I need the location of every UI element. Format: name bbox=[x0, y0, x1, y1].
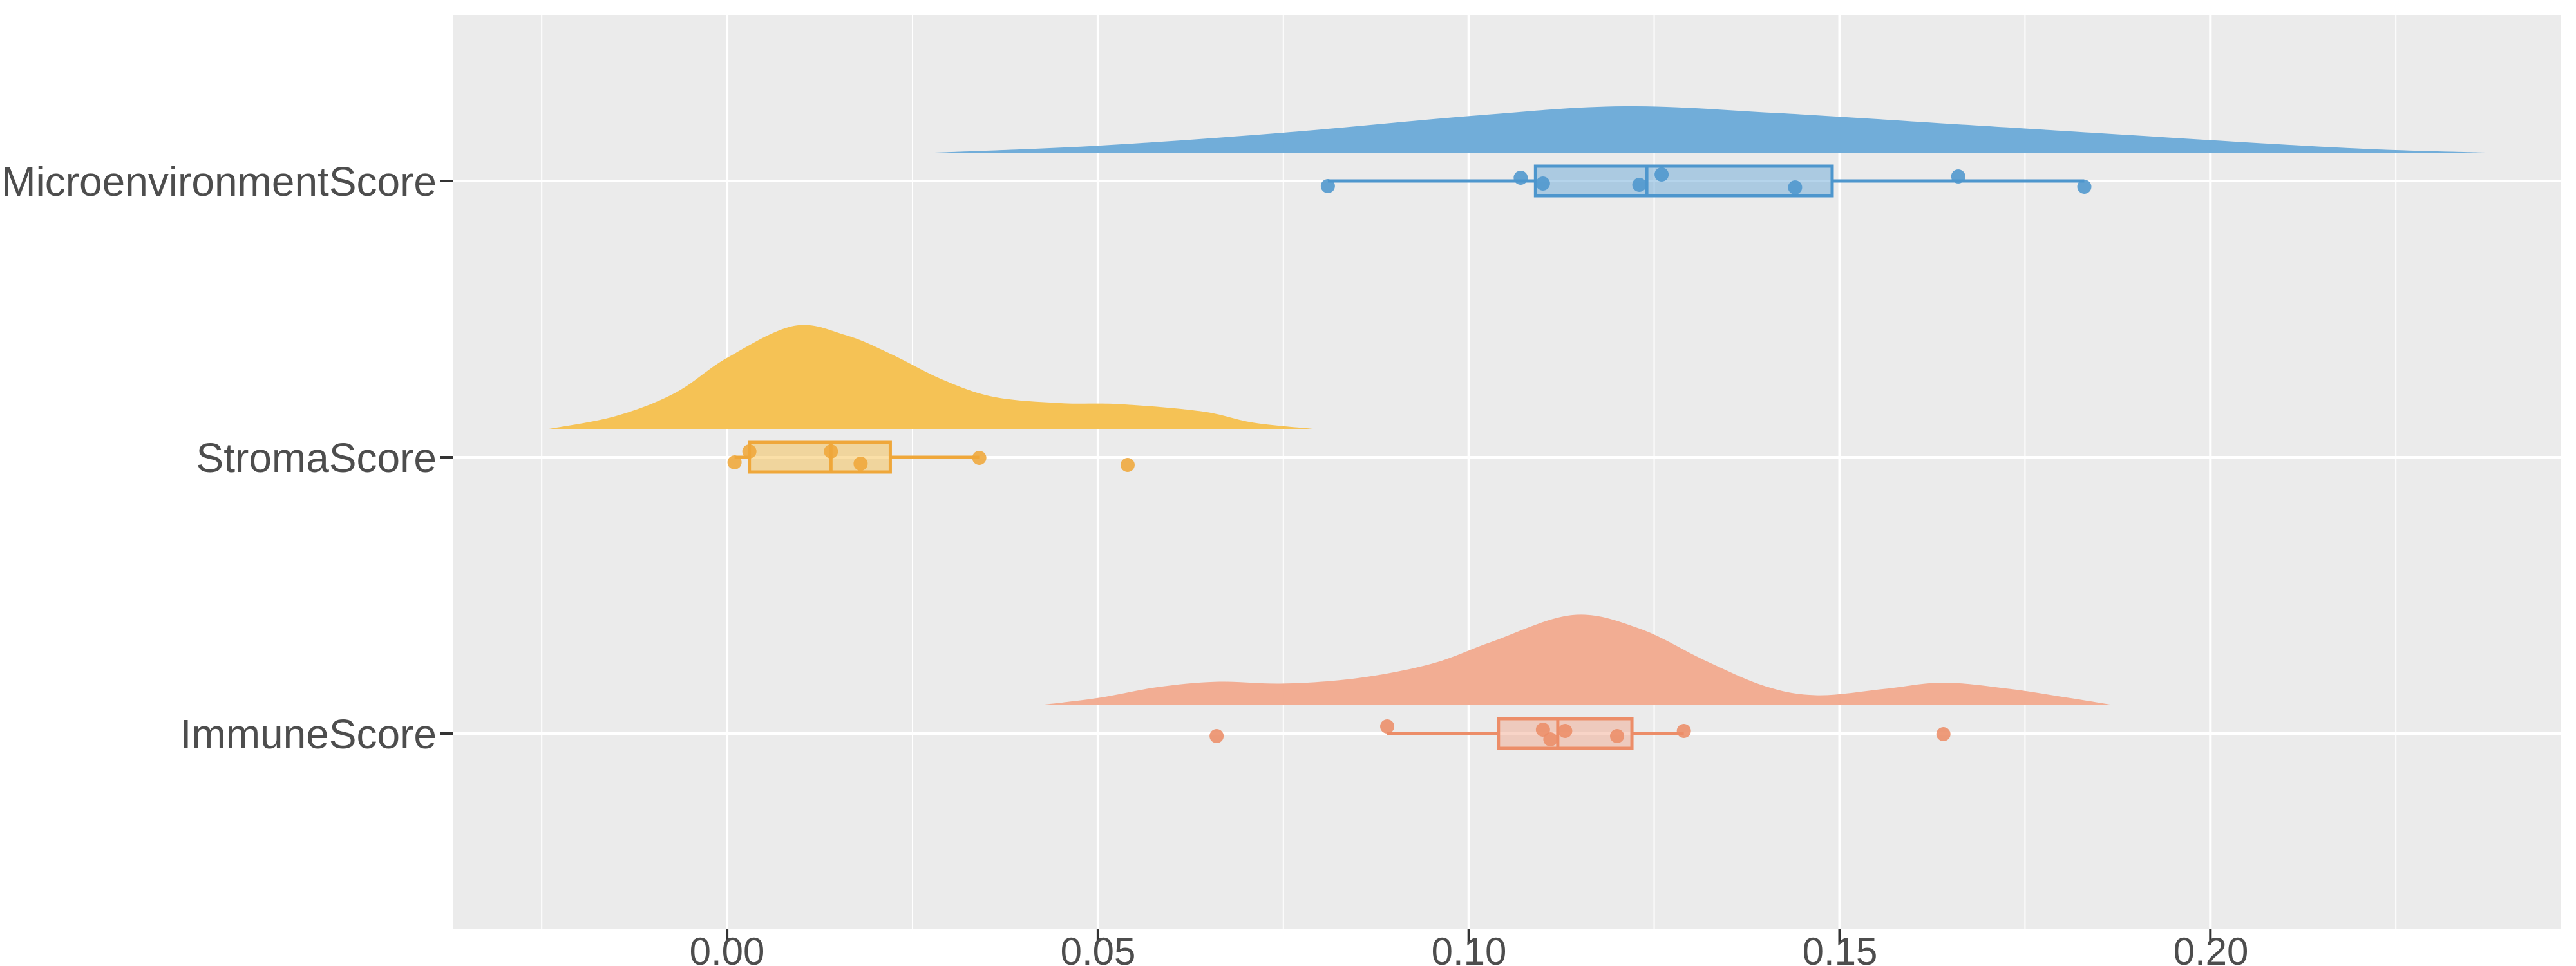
boxplot-layer bbox=[734, 164, 2085, 750]
box-microenvironmentscore bbox=[1533, 164, 1834, 198]
data-point-stromascore bbox=[727, 455, 742, 469]
data-point-microenvironmentscore bbox=[1788, 180, 1803, 194]
data-point-immunescore bbox=[1676, 724, 1691, 738]
data-point-stromascore bbox=[972, 451, 987, 465]
violin-immunescore bbox=[1038, 614, 2114, 705]
x-axis-tick-label-0.05: 0.05 bbox=[1061, 930, 1136, 966]
violin-stromascore bbox=[549, 325, 1313, 429]
data-point-immunescore bbox=[1558, 724, 1573, 738]
data-point-microenvironmentscore bbox=[1951, 169, 1965, 184]
tickmarks-layer bbox=[440, 180, 2212, 942]
data-point-immunescore bbox=[1209, 729, 1224, 743]
data-point-microenvironmentscore bbox=[2077, 180, 2092, 194]
points-layer bbox=[727, 167, 2092, 746]
violin-microenvironmentscore bbox=[934, 106, 2485, 153]
axis-labels-layer: MicroenvironmentScore StromaScore Immune… bbox=[1, 158, 2248, 966]
data-point-microenvironmentscore bbox=[1632, 178, 1647, 192]
x-axis-tick-label-0.15: 0.15 bbox=[1803, 930, 1878, 966]
x-axis-tick-label-0.10: 0.10 bbox=[1432, 930, 1507, 966]
data-point-immunescore bbox=[1380, 719, 1395, 734]
x-axis-tick-label-0.20: 0.20 bbox=[2174, 930, 2249, 966]
box-stromascore bbox=[748, 440, 892, 474]
y-axis-label-immunescore: ImmuneScore bbox=[180, 711, 437, 757]
data-point-stromascore bbox=[1120, 458, 1135, 472]
data-point-stromascore bbox=[824, 444, 838, 459]
data-point-microenvironmentscore bbox=[1320, 179, 1335, 193]
data-point-microenvironmentscore bbox=[1654, 167, 1669, 182]
data-point-stromascore bbox=[742, 444, 757, 459]
y-axis-label-microenvironmentscore: MicroenvironmentScore bbox=[1, 158, 437, 205]
y-axis-label-stromascore: StromaScore bbox=[196, 435, 437, 481]
violin-layer bbox=[549, 106, 2485, 705]
data-point-immunescore bbox=[1535, 723, 1550, 737]
x-axis-tick-label-0.00: 0.00 bbox=[690, 930, 765, 966]
data-point-microenvironmentscore bbox=[1535, 176, 1550, 191]
data-point-stromascore bbox=[853, 457, 868, 471]
data-point-immunescore bbox=[1543, 732, 1558, 746]
data-point-immunescore bbox=[1936, 727, 1951, 741]
data-point-immunescore bbox=[1610, 729, 1625, 743]
data-point-microenvironmentscore bbox=[1513, 171, 1528, 185]
